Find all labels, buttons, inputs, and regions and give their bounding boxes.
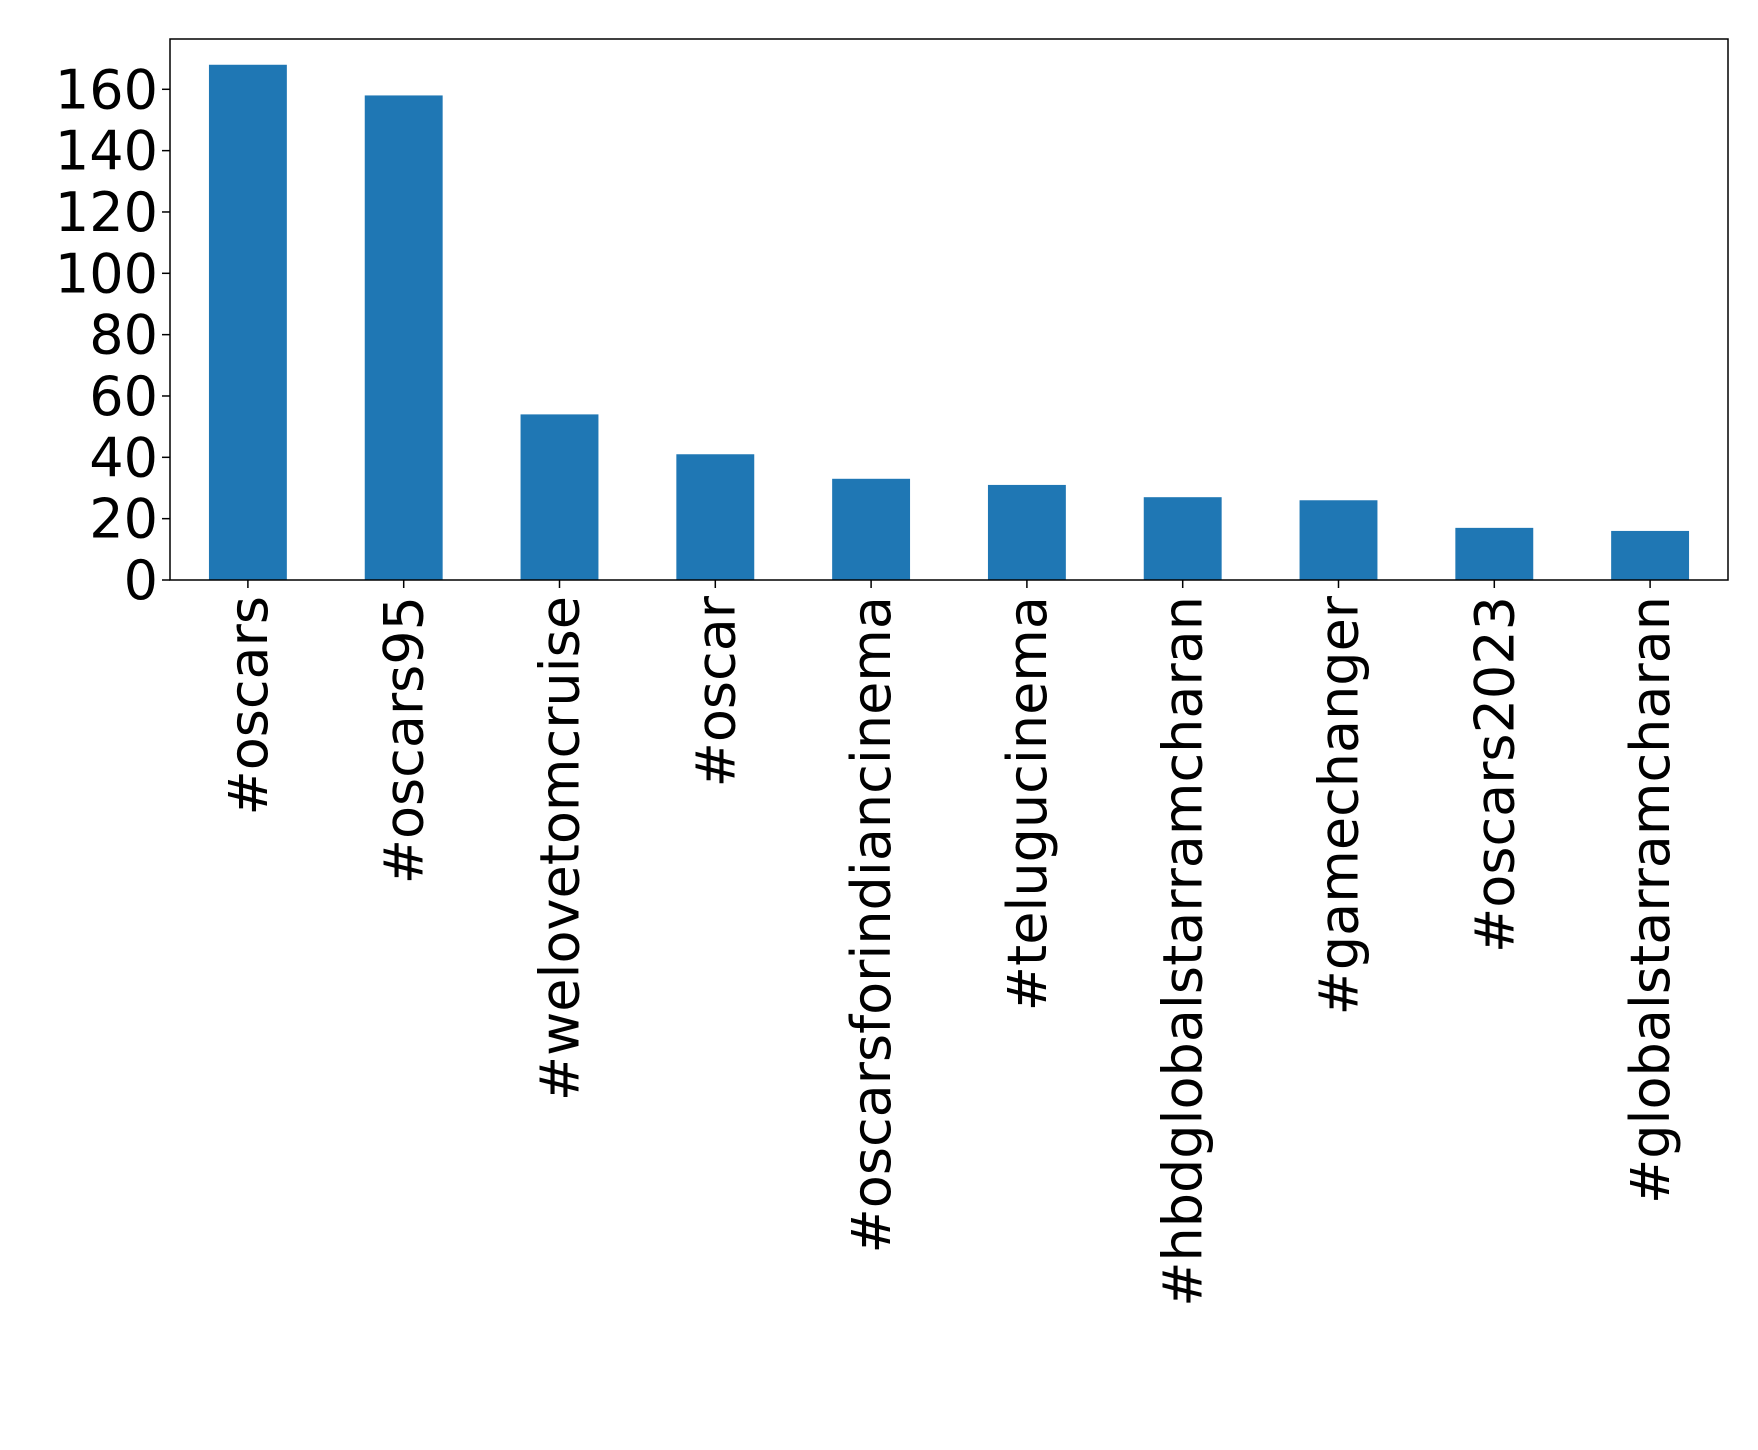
y-tick-label: 0 [124,549,158,612]
y-tick-label: 160 [55,58,158,121]
bar [364,95,443,580]
bar [1455,527,1534,580]
x-tick-label: #hbdglobalstarramcharan [1152,596,1215,1307]
x-tick-label: #telugucinema [996,596,1059,1011]
bar [1299,500,1378,580]
y-tick-label: 140 [55,120,158,183]
plot-frame [169,38,1729,581]
y-tick-label: 120 [55,181,158,244]
bar [208,64,287,580]
bar [987,484,1066,580]
y-tick-label: 40 [89,426,158,489]
x-tick-label: #globalstarramcharan [1619,596,1682,1204]
x-tick-label: #oscar [684,595,747,787]
y-tick-label: 80 [89,304,158,367]
y-tick-label: 20 [89,488,158,551]
bar [1143,497,1222,580]
x-tick-label: #oscarsforindiancinema [840,596,903,1253]
bar [1611,530,1690,580]
x-tick-label: #oscars95 [373,596,436,884]
bar [676,454,755,580]
x-tick-label: #oscars2023 [1463,596,1526,953]
bar [832,478,911,580]
y-tick-label: 60 [89,365,158,428]
x-tick-label: #oscars [217,596,280,816]
y-tick-label: 100 [55,242,158,305]
x-tick-label: #welovetomcruise [529,596,592,1101]
x-tick-label: #gamechanger [1308,595,1371,1015]
bar [520,414,599,580]
